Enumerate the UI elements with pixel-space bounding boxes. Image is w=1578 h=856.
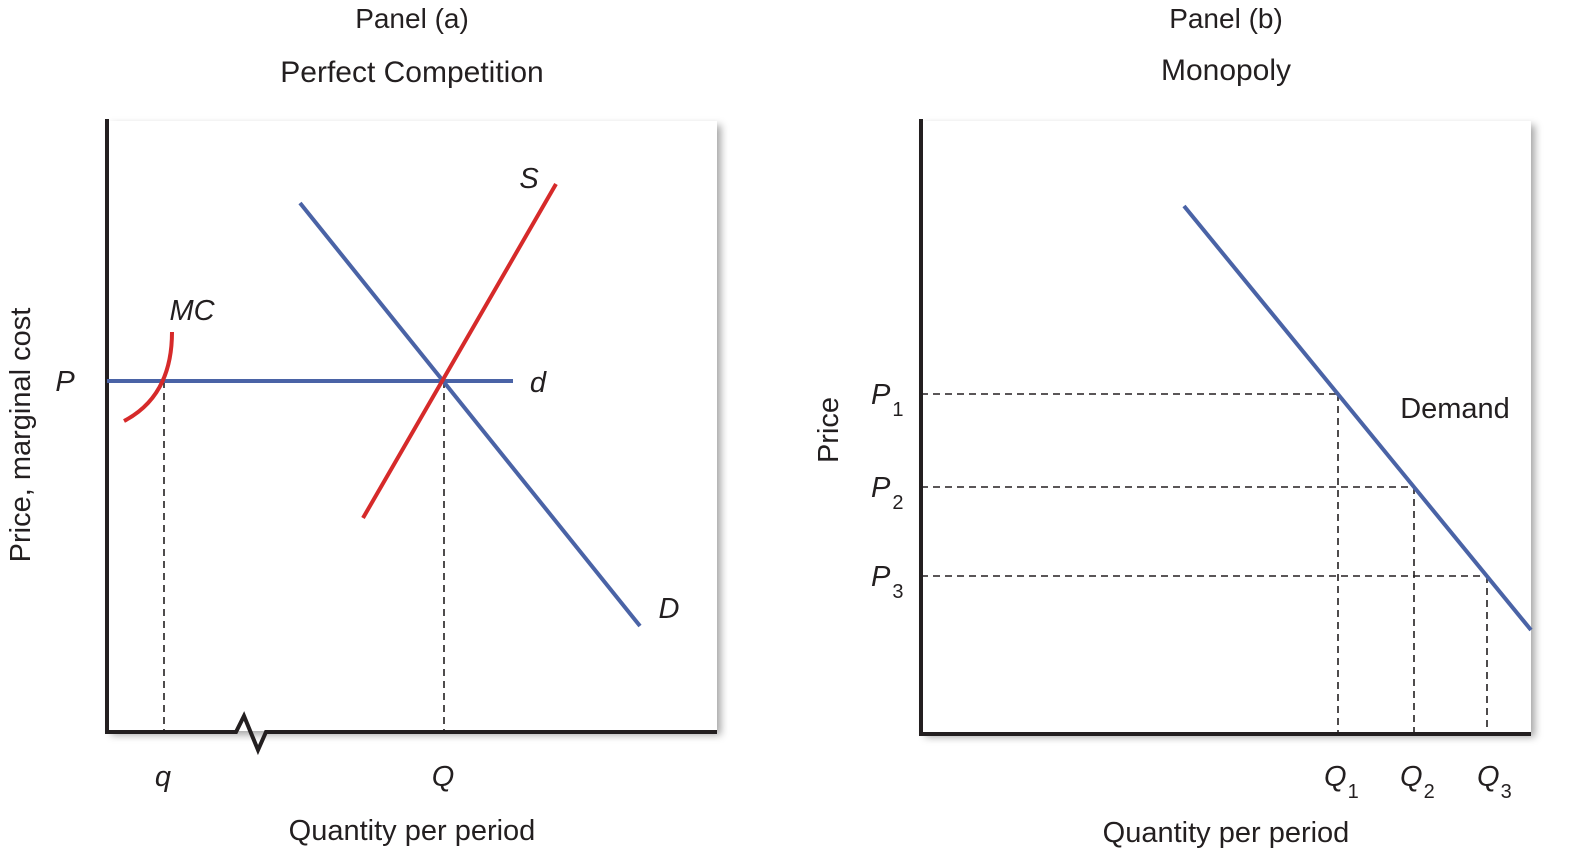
marginal-cost-curve-MC [123, 331, 174, 423]
market-supply-line-S [361, 182, 558, 520]
price-label-P: P [55, 366, 75, 398]
quantity-label-q: q [155, 761, 171, 793]
quantity-label-Q: Q [432, 761, 455, 793]
supply-label-S: S [519, 163, 539, 195]
demand-label-D: D [659, 593, 680, 625]
market-demand-line-D [298, 201, 642, 628]
monopoly-demand-line [1182, 204, 1533, 632]
panel-b-title: Monopoly [1161, 54, 1291, 87]
demand-label: Demand [1400, 393, 1510, 425]
panel-a: Panel (a) Perfect Competition Price, mar… [5, 3, 717, 847]
panel-b-plot-area [921, 121, 1531, 733]
panel-b-x-axis-label: Quantity per period [1103, 817, 1350, 849]
panel-a-title: Perfect Competition [280, 56, 543, 89]
panel-b-label: Panel (b) [1169, 3, 1283, 34]
panel-a-x-axis-with-break [105, 711, 717, 756]
quantity-label-q2: Q2 [1400, 761, 1435, 803]
panel-a-x-axis-label: Quantity per period [289, 815, 536, 847]
quantity-label-q1: Q1 [1324, 761, 1359, 803]
panel-a-y-axis-label: Price, marginal cost [5, 308, 37, 563]
panel-b-y-axis-label: Price [813, 397, 845, 463]
panel-b: Panel (b) Monopoly Price Quantity per pe… [813, 3, 1533, 849]
mc-label: MC [169, 295, 215, 327]
panel-a-plot-area [107, 121, 717, 731]
firm-demand-label-d: d [530, 367, 547, 399]
quantity-label-q3: Q3 [1477, 761, 1512, 803]
panel-a-label: Panel (a) [355, 3, 469, 34]
